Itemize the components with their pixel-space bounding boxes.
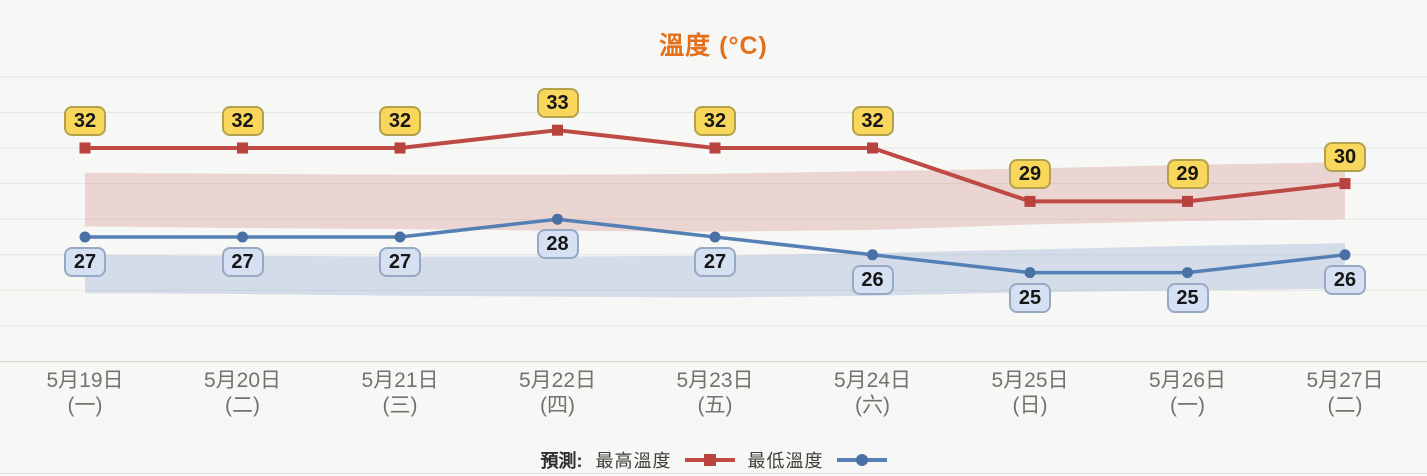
high-temp-value-badge: 33: [536, 88, 579, 119]
high-temp-marker: [79, 142, 91, 154]
low-temp-marker: [1339, 249, 1351, 261]
high-temp-value-badge: 29: [1166, 159, 1209, 190]
high-temp-legend-sample: [684, 451, 735, 469]
date-text: 5月25日: [991, 369, 1069, 392]
high-temp-value-badge: 32: [64, 106, 106, 136]
low-temp-value-badge: 25: [1166, 282, 1209, 313]
low-temp-value-badge: 26: [851, 264, 894, 295]
low-temp-value-badge: 25: [1009, 282, 1051, 313]
x-axis-label: 5月23日 (五): [640, 368, 790, 418]
low-temp-marker: [394, 231, 406, 243]
low-temp-value-badge: 27: [379, 247, 421, 277]
date-text: 5月24日: [833, 369, 912, 392]
high-temp-marker: [552, 124, 563, 136]
low-temp-marker: [867, 249, 878, 261]
weekday-text: (五): [697, 394, 733, 417]
date-text: 5月22日: [518, 369, 597, 392]
high-temp-square-icon: [703, 454, 716, 466]
high-temp-marker: [237, 142, 248, 154]
high-temp-marker: [1024, 195, 1036, 207]
low-temp-value-badge: 27: [64, 247, 106, 277]
low-temp-marker: [1024, 267, 1036, 279]
x-axis-label: 5月27日 (二): [1270, 368, 1420, 418]
high-temp-value-badge: 30: [1324, 141, 1366, 172]
low-temp-value-badge: 27: [694, 247, 736, 277]
low-temp-marker: [237, 231, 248, 243]
high-temp-value-badge: 32: [221, 106, 264, 136]
chart-title: 溫度 (°C): [659, 32, 768, 60]
high-range-band: [85, 162, 1345, 232]
x-axis-label: 5月24日 (六): [798, 368, 948, 418]
weekday-text: (日): [1012, 394, 1048, 417]
weekday-text: (一): [67, 394, 103, 417]
bottom-divider: [0, 473, 1427, 474]
low-temp-marker: [79, 231, 91, 243]
date-text: 5月23日: [676, 369, 754, 392]
legend-label-high: 最高溫度: [595, 451, 672, 471]
high-temp-marker: [394, 142, 406, 154]
legend-label-low: 最低溫度: [747, 451, 824, 471]
date-text: 5月20日: [203, 369, 282, 392]
weekday-text: (一): [1170, 394, 1205, 417]
high-temp-value-badge: 32: [379, 106, 421, 136]
high-temp-marker: [709, 142, 721, 154]
chart-legend: 預測: 最高溫度 最低溫度: [0, 446, 1427, 474]
x-axis-label: 5月22日 (四): [483, 368, 633, 418]
weekday-text: (二): [225, 394, 260, 417]
low-temp-marker: [1182, 267, 1193, 279]
low-temp-value-badge: 28: [536, 229, 579, 260]
low-temp-marker: [552, 213, 563, 225]
weekday-text: (三): [382, 394, 418, 417]
legend-prefix: 預測:: [540, 451, 583, 471]
x-axis-label: 5月19日 (一): [10, 368, 160, 418]
x-axis-label: 5月26日 (一): [1113, 368, 1263, 418]
low-temp-value-badge: 27: [221, 247, 264, 277]
weekday-text: (六): [855, 394, 890, 417]
date-text: 5月19日: [46, 369, 124, 392]
high-temp-value-badge: 32: [694, 106, 736, 136]
date-text: 5月27日: [1306, 369, 1384, 392]
high-temp-value-badge: 29: [1009, 159, 1051, 190]
weekday-text: (四): [540, 394, 575, 417]
low-temp-legend-sample: [836, 451, 887, 469]
x-axis-label: 5月20日 (二): [168, 368, 318, 418]
x-axis-label: 5月25日 (日): [955, 368, 1105, 418]
weekday-text: (二): [1327, 394, 1363, 417]
high-temp-marker: [1339, 178, 1351, 190]
low-temp-marker: [709, 231, 721, 243]
high-temp-marker: [1182, 195, 1193, 207]
high-temp-value-badge: 32: [851, 106, 894, 136]
low-temp-value-badge: 26: [1324, 264, 1366, 295]
low-temp-circle-icon: [855, 454, 868, 466]
date-text: 5月26日: [1148, 369, 1227, 392]
x-axis-label: 5月21日 (三): [325, 368, 475, 418]
date-text: 5月21日: [361, 369, 439, 392]
high-temp-marker: [867, 142, 878, 154]
